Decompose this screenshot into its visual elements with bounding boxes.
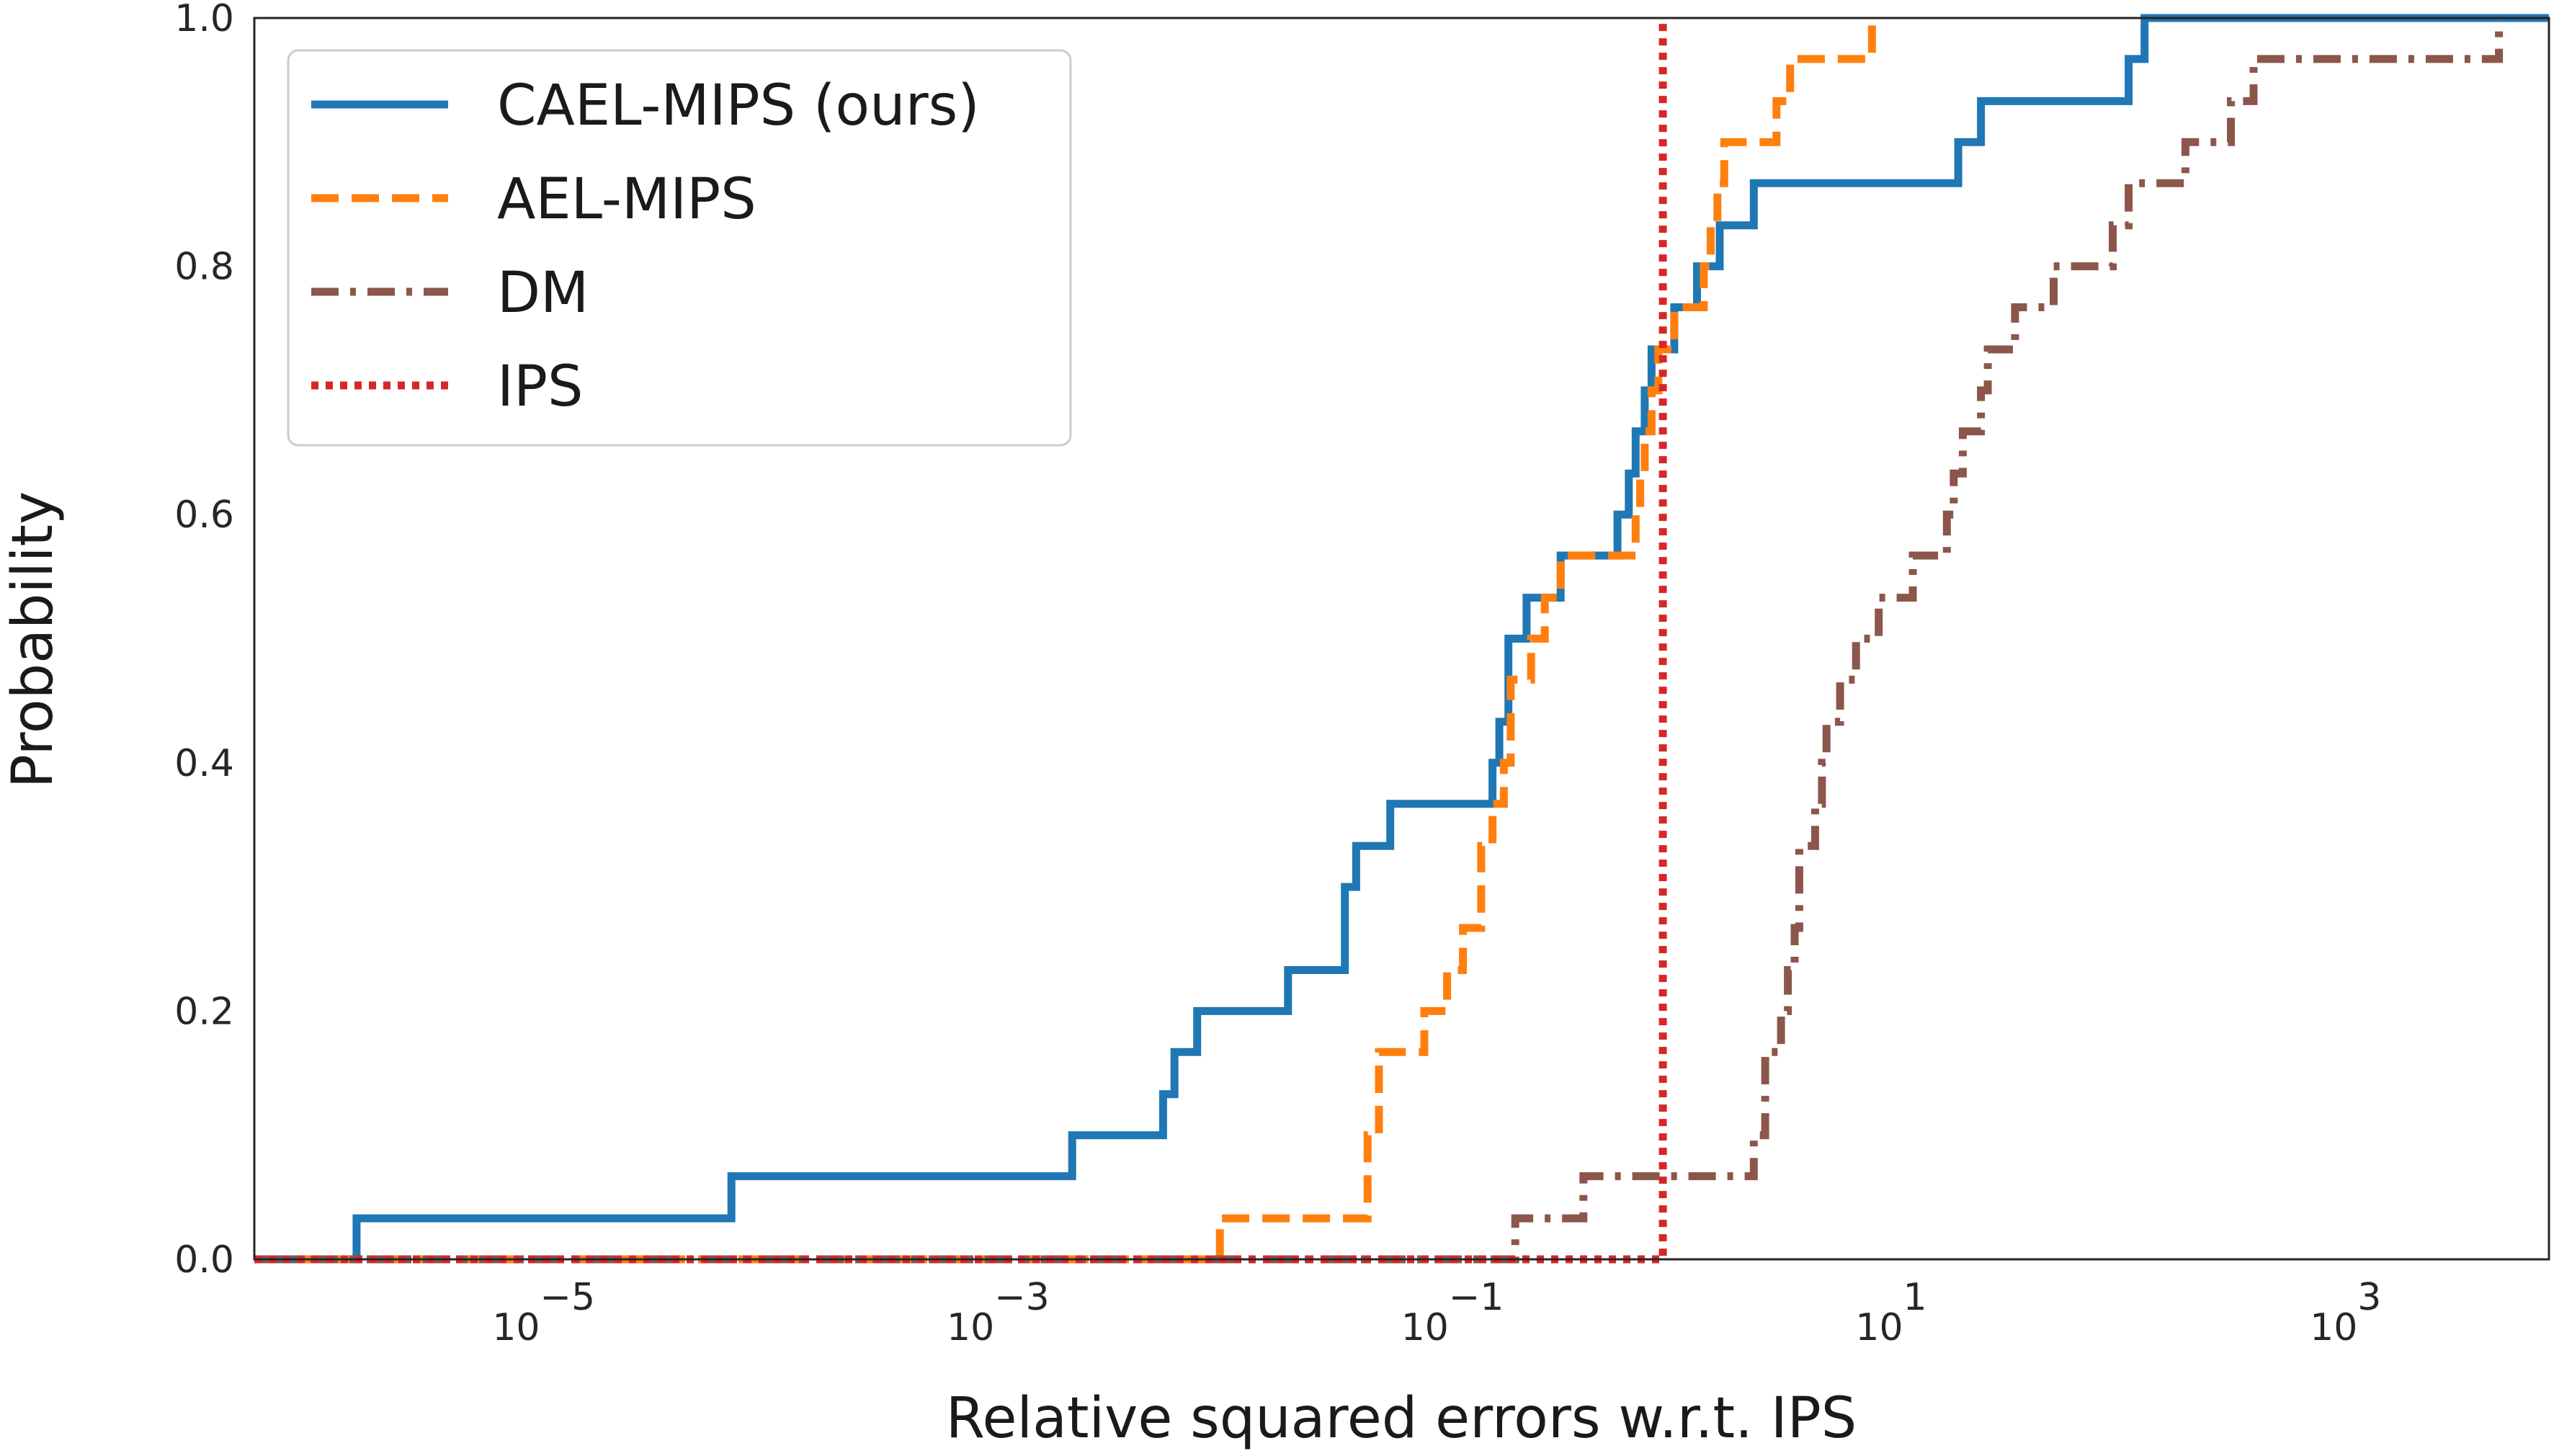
legend-label-3: DM [497,261,589,326]
y-tick-label: 0.8 [174,246,234,289]
x-tick-label: 10 [1855,1306,1903,1349]
y-tick-label: 0.6 [174,493,234,537]
y-axis-title: Probability [1,491,66,788]
x-tick-exponent: −3 [994,1276,1050,1319]
x-axis-title: Relative squared errors w.r.t. IPS [946,1386,1857,1451]
x-tick-exponent: 1 [1903,1276,1927,1319]
series-line-4 [254,18,1667,1264]
x-tick-label: 10 [2310,1306,2357,1349]
y-tick-layer: 0.0 0.2 0.4 0.6 0.8 1.0 [174,0,234,1282]
legend: CAEL-MIPS (ours) AEL-MIPS DM IPS [287,49,1072,447]
x-tick-label: 10 [1401,1306,1449,1349]
y-tick-label: 0.0 [174,1238,234,1282]
y-tick-label: 0.2 [174,990,234,1033]
x-tick-exponent: 3 [2357,1276,2381,1319]
legend-label-2: AEL-MIPS [497,167,756,232]
x-tick-label: 10 [492,1306,540,1349]
series-line-2 [254,18,1876,1264]
y-tick-label: 0.4 [174,742,234,785]
legend-entries: CAEL-MIPS (ours) AEL-MIPS DM IPS [311,73,980,419]
x-tick-exponent: −1 [1449,1276,1504,1319]
plot-frame [253,17,2550,1261]
legend-frame [287,49,1072,447]
series-line-3 [254,18,2504,1264]
y-tick-label: 1.0 [174,0,234,40]
x-tick-exponent: −5 [540,1276,595,1319]
legend-label-4: IPS [497,354,584,419]
legend-label-1: CAEL-MIPS (ours) [497,73,980,138]
series-layer [254,14,2549,1264]
x-tick-label: 10 [947,1306,994,1349]
